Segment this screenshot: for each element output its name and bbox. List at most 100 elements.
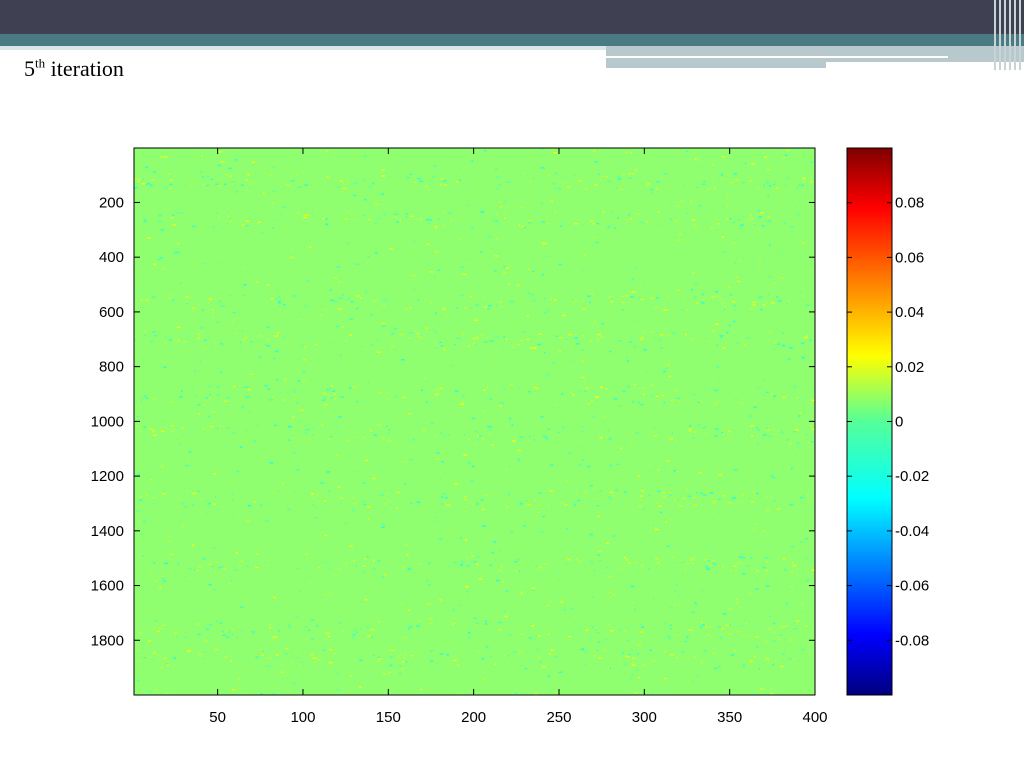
heatmap-cell [626,639,629,641]
heatmap-cell [234,159,238,161]
heatmap-cell [651,693,654,695]
heatmap-cell [148,640,151,642]
heatmap-cell [168,231,170,233]
heatmap-cell [758,429,760,431]
heatmap-cell [370,344,374,346]
heatmap-cell [164,341,167,344]
heatmap-cell [314,505,317,508]
heatmap-cell [434,636,436,639]
heatmap-cell [480,211,485,213]
heatmap-cell [565,480,568,482]
heatmap-cell [726,622,730,624]
heatmap-cell [450,219,452,221]
heatmap-cell [540,202,543,204]
heatmap-cell [400,333,404,336]
heatmap-cell [310,655,312,658]
heatmap-cell [269,624,271,626]
heatmap-cell [410,215,415,217]
heatmap-cell [686,636,689,638]
heatmap-cell [466,565,471,567]
heatmap-cell [498,201,502,203]
heatmap-cell [143,426,146,428]
heatmap-cell [169,293,172,296]
heatmap-cell [225,559,227,562]
heatmap-cell [588,454,590,456]
heatmap-cell [700,395,703,398]
heatmap-cell [562,219,565,222]
heatmap-cell [260,693,263,695]
heatmap-cell [233,332,237,334]
heatmap-cell [576,343,580,345]
heatmap-cell [228,218,230,220]
heatmap-cell [678,595,681,597]
heatmap-cell [344,218,349,220]
heatmap-cell [624,556,626,559]
heatmap-cell [248,177,250,180]
heatmap-cell [775,183,777,185]
heatmap-cell [498,307,501,310]
heatmap-cell [170,217,174,219]
heatmap-cell [416,625,420,627]
heatmap-cell [649,649,652,651]
heatmap-cell [370,430,372,432]
heatmap-cell [272,596,275,598]
heatmap-cell [329,435,333,438]
heatmap-cell [636,213,640,215]
heatmap-cell [255,566,259,569]
heatmap-cell [139,398,141,400]
heatmap-cell [788,657,792,660]
heatmap-cell [168,173,170,175]
heatmap-cell [339,354,342,356]
heatmap-cell [461,244,466,247]
heatmap-cell [238,211,242,213]
heatmap-cell [583,623,586,625]
heatmap-cell [153,651,156,654]
heatmap-cell [198,337,200,339]
heatmap-cell [509,159,513,161]
heatmap-cell [164,562,168,565]
heatmap-cell [265,520,269,522]
heatmap-cell [768,185,772,187]
heatmap-cell [152,398,155,400]
heatmap-cell [550,306,554,308]
heatmap-cell [419,180,424,182]
heatmap-cell [401,667,405,670]
heatmap-cell [550,464,554,466]
heatmap-cell [528,268,530,271]
heatmap-cell [300,319,303,321]
heatmap-cell [440,432,443,434]
heatmap-cell [733,469,738,471]
heatmap-cell [763,295,765,297]
heatmap-cell [703,187,705,190]
heatmap-cell [169,339,172,341]
heatmap-cell [493,212,496,215]
heatmap-cell [643,393,645,396]
heatmap-cell [367,518,370,520]
heatmap-cell [641,626,645,628]
heatmap-cell [309,581,312,584]
heatmap-cell [351,297,353,300]
heatmap-cell [674,604,676,606]
heatmap-cell [499,301,502,303]
heatmap-cell [152,342,156,345]
heatmap-cell [545,223,547,225]
heatmap-cell [766,168,770,171]
heatmap-cell [208,397,211,399]
heatmap-cell [222,568,226,570]
heatmap-cell [177,667,181,669]
x-axis: 50 100 150 200 250 300 350 400 [209,148,828,726]
heatmap-cell [722,155,725,158]
heatmap-cell [137,510,140,512]
heatmap-cell [417,299,420,301]
heatmap-cell [505,209,507,211]
heatmap-cell [146,182,150,185]
heatmap-cell [157,221,161,224]
heatmap-cell [253,440,256,442]
heatmap-cell [523,591,526,593]
heatmap-cell [531,625,534,627]
heatmap-cell [706,490,710,492]
heatmap-cell [145,445,149,448]
heatmap-cell [255,345,259,347]
heatmap-cell [596,504,600,507]
heatmap-cell [690,493,694,495]
